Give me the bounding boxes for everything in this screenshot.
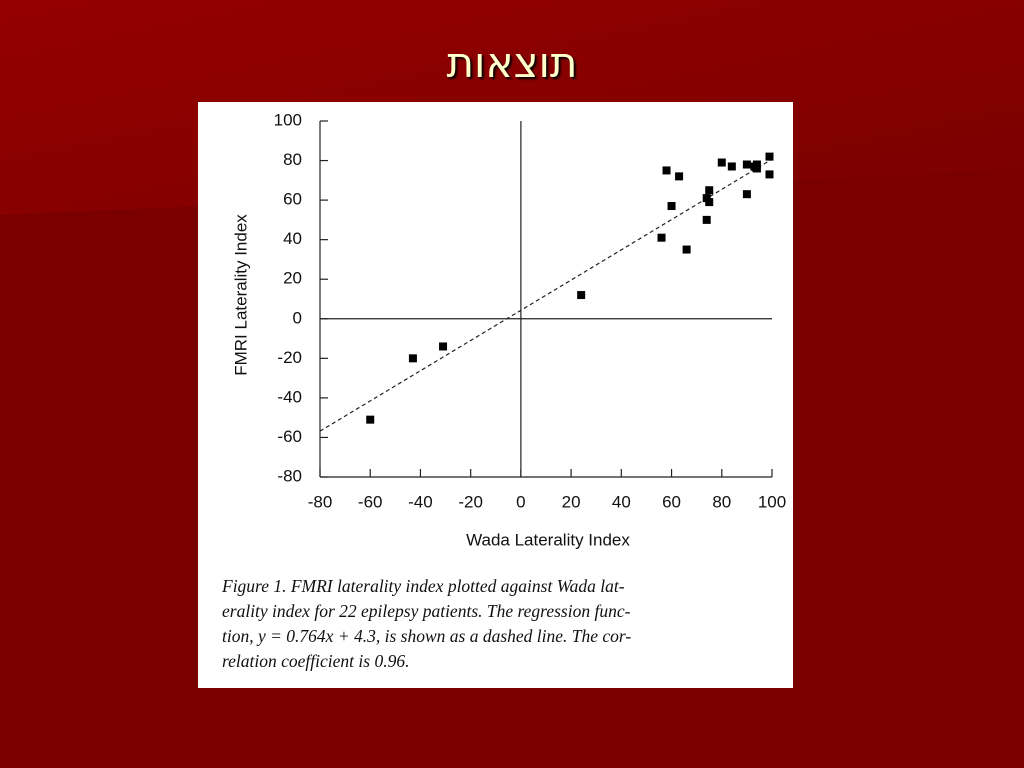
x-tick-label: -20	[458, 492, 483, 511]
point	[742, 190, 751, 199]
y-tick-label: 40	[283, 229, 302, 248]
x-tick-label: 40	[612, 492, 631, 511]
x-tick-label: -40	[408, 492, 433, 511]
caption: Figure 1. FMRI laterality index plotted …	[222, 574, 792, 674]
point	[705, 186, 714, 195]
y-tick-label: -60	[277, 427, 302, 446]
x-tick-label: -80	[308, 492, 333, 511]
point	[742, 160, 751, 169]
point	[667, 202, 676, 211]
point	[705, 198, 714, 207]
x-axis-label: Wada Laterality Index	[466, 530, 630, 549]
x-tick-label: 0	[516, 492, 525, 511]
point	[657, 233, 666, 242]
y-tick-label: 60	[283, 190, 302, 209]
y-tick-label: 0	[293, 308, 302, 327]
point	[366, 415, 375, 424]
caption-line: erality index for 22 epilepsy patients. …	[222, 601, 631, 621]
point	[727, 162, 736, 171]
point	[702, 215, 711, 224]
y-tick-label: -20	[277, 348, 302, 367]
y-tick-label: -80	[277, 466, 302, 485]
caption-line: Figure 1. FMRI laterality index plotted …	[222, 576, 625, 596]
point	[765, 170, 774, 179]
point	[439, 342, 448, 351]
point	[662, 166, 671, 175]
slide-title: תוצאות	[446, 38, 578, 87]
regression-line	[319, 158, 773, 432]
caption-line: relation coefficient is 0.96.	[222, 651, 410, 671]
y-tick-label: -40	[277, 387, 302, 406]
x-tick-label: -60	[358, 492, 383, 511]
point	[675, 172, 684, 181]
y-tick-label: 100	[274, 110, 302, 129]
y-tick-label: 80	[283, 150, 302, 169]
figure-panel	[198, 102, 793, 688]
point	[408, 354, 417, 363]
x-tick-label: 60	[662, 492, 681, 511]
point	[717, 158, 726, 167]
x-tick-label: 80	[712, 492, 731, 511]
y-axis-label: FMRI Laterality Index	[231, 214, 250, 376]
point	[577, 291, 586, 300]
point	[765, 152, 774, 161]
point	[752, 164, 761, 173]
y-tick-label: 20	[283, 269, 302, 288]
x-tick-label: 100	[758, 492, 786, 511]
caption-line: tion, y = 0.764x + 4.3, is shown as a da…	[222, 626, 632, 646]
point	[682, 245, 691, 254]
x-tick-label: 20	[562, 492, 581, 511]
